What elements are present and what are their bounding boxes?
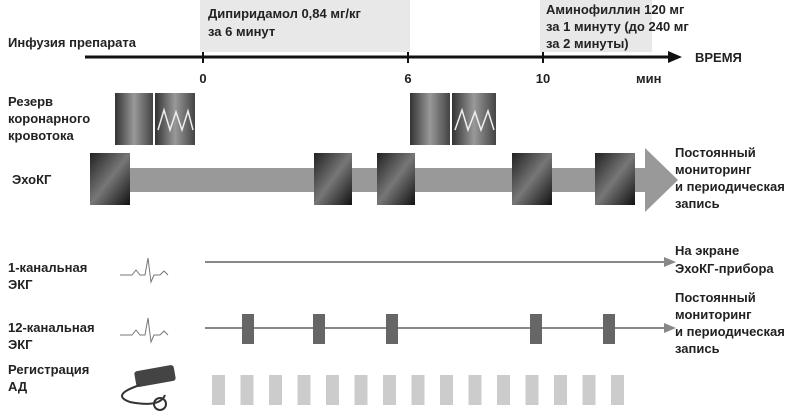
bp-measurements xyxy=(212,375,624,405)
row-label: коронарного xyxy=(8,111,90,126)
bp-measurement xyxy=(497,375,510,405)
row-label: ЭКГ xyxy=(8,337,33,352)
bp-measurement xyxy=(525,375,539,405)
echo-image xyxy=(512,153,552,205)
row-label: ЭКГ xyxy=(8,277,33,292)
doppler-image xyxy=(115,93,195,145)
bp-measurement xyxy=(269,375,282,405)
bp-measurement xyxy=(383,375,396,405)
tick-label: 0 xyxy=(199,71,206,86)
bp-measurement xyxy=(611,375,624,405)
drug1-text: за 6 минут xyxy=(208,24,275,39)
line-arrow xyxy=(664,323,676,333)
row-note: мониторинг xyxy=(675,307,752,322)
line-arrow xyxy=(664,257,676,267)
bp-measurement xyxy=(297,375,311,405)
row-note: и периодическая xyxy=(675,179,785,194)
row-label: 1-канальная xyxy=(8,260,87,275)
row-note: запись xyxy=(675,341,720,356)
doppler-image xyxy=(410,93,496,145)
row-note: ЭхоКГ-прибора xyxy=(675,261,774,276)
unit: мин xyxy=(636,71,661,86)
bp-measurement xyxy=(582,375,596,405)
bp-cuff-icon xyxy=(121,365,176,411)
row-note: и периодическая xyxy=(675,324,785,339)
row-note: Постоянный xyxy=(675,145,756,160)
ecg-icon xyxy=(120,257,169,284)
axis-title: ВРЕМЯ xyxy=(695,50,742,65)
bp-measurement xyxy=(212,375,225,405)
echo-image xyxy=(595,153,635,205)
row-label: Резерв xyxy=(8,94,53,109)
infusion-label: Инфузия препарата xyxy=(8,35,137,50)
row-label: ЭхоКГ xyxy=(12,172,52,187)
bp-measurement xyxy=(411,375,425,405)
drug1-text: Дипиридамол 0,84 мг/кг xyxy=(208,6,362,21)
tick-label: 6 xyxy=(404,71,411,86)
row-label: 12-канальная xyxy=(8,320,95,335)
drug2-text: за 1 минуту (до 240 мг xyxy=(546,19,689,34)
axis-arrow xyxy=(668,51,682,63)
bp-measurement xyxy=(468,375,482,405)
bp-measurement xyxy=(440,375,453,405)
row-note: запись xyxy=(675,196,720,211)
row-note: Постоянный xyxy=(675,290,756,305)
echo-image xyxy=(90,153,130,205)
bp-measurement xyxy=(326,375,339,405)
row-label: АД xyxy=(8,379,28,394)
drug2-text: Аминофиллин 120 мг xyxy=(546,2,685,17)
bp-measurement xyxy=(240,375,254,405)
row-label: кровотока xyxy=(8,128,74,143)
drug2-box xyxy=(540,0,652,52)
drug2-text: за 2 минуты) xyxy=(546,36,629,51)
drug1-box xyxy=(200,0,410,52)
echo-image xyxy=(377,153,415,205)
bp-measurement xyxy=(554,375,567,405)
tick-label: 10 xyxy=(536,71,550,86)
ecg-recordings xyxy=(242,314,615,344)
ecg-icon xyxy=(120,317,169,344)
bp-measurement xyxy=(354,375,368,405)
echo-image xyxy=(314,153,352,205)
row-note: На экране xyxy=(675,243,739,258)
row-note: мониторинг xyxy=(675,162,752,177)
row-label: Регистрация xyxy=(8,362,89,377)
